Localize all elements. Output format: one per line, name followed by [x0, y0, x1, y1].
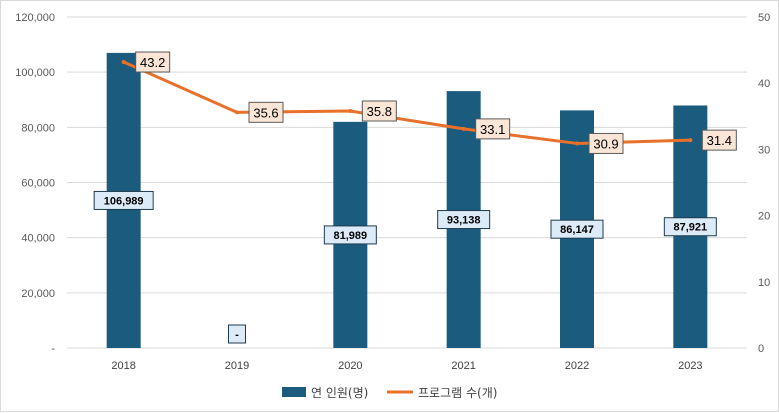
line-label-box	[588, 132, 624, 154]
line-path	[122, 60, 692, 145]
line-label-box	[135, 51, 171, 73]
left-tick-label: 60,000	[21, 178, 55, 190]
line-point	[121, 60, 126, 65]
line-point	[688, 138, 693, 143]
legend-bar-swatch	[282, 387, 306, 397]
bar-label-box	[323, 225, 377, 245]
left-tick-label: 120,000	[15, 12, 55, 24]
gridlines	[67, 16, 747, 349]
x-tick-label: 2020	[338, 360, 362, 372]
x-tick-label: 2022	[565, 360, 589, 372]
left-tick-label: 20,000	[21, 288, 55, 300]
bar-label-box	[550, 219, 604, 239]
line-data-label: 30.9	[593, 136, 618, 151]
bar-data-label: 87,921	[674, 222, 708, 234]
right-axis-ticks: 0 10 20 30 40 50	[758, 12, 770, 355]
legend-bar-label: 연 인원(명)	[311, 386, 368, 400]
line-label-box	[248, 101, 284, 123]
line-data-label: 31.4	[707, 133, 732, 148]
bar-data-labels: 106,989 - 81,989 93,138 86,147 87,921	[93, 190, 717, 344]
right-tick-label: 50	[758, 12, 770, 24]
right-tick-label: 20	[758, 211, 770, 223]
line-point	[575, 141, 579, 146]
bar-data-label: 86,147	[560, 224, 594, 236]
left-tick-label: 100,000	[15, 67, 55, 79]
left-tick-label: 80,000	[21, 122, 55, 134]
line-point	[461, 126, 466, 131]
bar-data-label: 106,989	[104, 195, 144, 207]
bar-label-box	[437, 210, 491, 230]
x-tick-label: 2019	[225, 360, 249, 372]
right-tick-label: 40	[758, 78, 770, 90]
right-tick-label: 10	[758, 277, 770, 289]
line-data-label: 35.6	[253, 105, 278, 120]
line-series	[121, 60, 693, 146]
legend-line-label: 프로그램 수(개)	[418, 386, 497, 400]
bar-data-label: -	[235, 329, 239, 341]
left-tick-label: -	[51, 343, 55, 355]
bar-label-box	[93, 190, 154, 210]
line-label-box	[361, 100, 397, 122]
line-point	[348, 109, 353, 114]
left-axis-ticks: - 20,000 40,000 60,000 80,000 100,000 120,000	[15, 12, 55, 355]
x-tick-label: 2021	[451, 360, 475, 372]
x-tick-label: 2023	[678, 360, 702, 372]
line-label-box	[475, 118, 511, 140]
line-data-label: 33.1	[480, 122, 505, 137]
x-tick-label: 2018	[111, 360, 135, 372]
bar-series	[106, 52, 708, 349]
bar-label-box	[228, 324, 246, 344]
bar-data-label: 81,989	[334, 230, 368, 242]
line-point	[235, 110, 239, 115]
x-axis-ticks: 2018 2019 2020 2021 2022 2023	[111, 360, 702, 372]
line-data-label: 35.8	[367, 104, 392, 119]
right-tick-label: 0	[758, 343, 764, 355]
line-data-labels: 43.2 35.6 35.8 33.1 30.9 31.4	[135, 51, 737, 154]
line-label-box	[701, 129, 737, 151]
right-tick-label: 30	[758, 144, 770, 156]
bar-label-box	[663, 217, 717, 237]
bar-data-label: 93,138	[447, 215, 481, 227]
line-data-label: 43.2	[140, 55, 165, 70]
legend: 연 인원(명) 프로그램 수(개)	[282, 386, 497, 400]
left-tick-label: 40,000	[21, 233, 55, 245]
